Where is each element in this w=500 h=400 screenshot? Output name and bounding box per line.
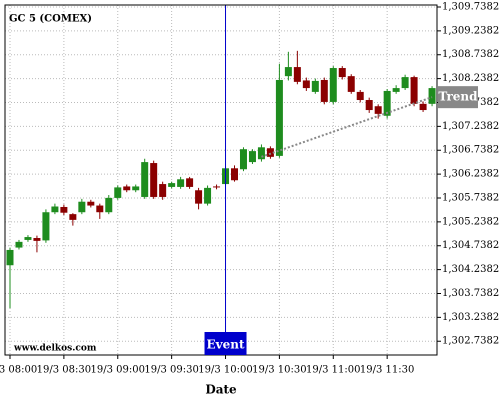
- x-tick-label: 19/3 11:30: [360, 365, 414, 376]
- y-tick-label: 1,306.2382: [442, 169, 499, 180]
- y-tick-label: 1,306.7382: [442, 145, 499, 156]
- candle-body: [248, 151, 256, 163]
- watermark: www.delkos.com: [13, 344, 97, 354]
- x-tick-label: 19/3 09:00: [91, 365, 145, 376]
- candle-body: [15, 241, 23, 248]
- candle-body: [311, 80, 319, 92]
- candle-body: [141, 162, 149, 197]
- candle-body: [114, 187, 122, 198]
- x-tick-label: 19/3 09:30: [144, 365, 198, 376]
- y-tick-label: 1,309.7382: [442, 1, 499, 12]
- event-label: Event: [207, 338, 245, 352]
- plot: [6, 5, 436, 355]
- y-tick-label: 1,305.7382: [442, 192, 499, 203]
- candle-body: [96, 205, 104, 213]
- candle-body: [168, 183, 176, 187]
- y-tick-label: 1,303.7382: [442, 288, 499, 299]
- candle-body: [213, 186, 221, 188]
- x-tick-label: 19/3 08:30: [37, 365, 91, 376]
- candle-body: [60, 206, 68, 213]
- y-tick-label: 1,303.2382: [442, 312, 499, 323]
- candle-body: [428, 88, 436, 104]
- candle-body: [150, 163, 158, 197]
- candle-body: [284, 67, 292, 77]
- candle-body: [374, 106, 382, 114]
- candle-body: [338, 68, 346, 78]
- trend-label-box: [438, 86, 478, 109]
- candle-body: [293, 67, 301, 82]
- candle-body: [132, 186, 140, 191]
- candle-body: [329, 68, 337, 102]
- y-tick-label: 1,308.2382: [442, 73, 499, 84]
- candle-body: [195, 190, 203, 204]
- candle-body: [365, 100, 373, 111]
- candle-body: [42, 212, 50, 241]
- y-tick-label: 1,304.2382: [442, 264, 499, 275]
- x-axis-title: Date: [205, 383, 237, 397]
- candle-body: [266, 148, 274, 157]
- candle-body: [356, 91, 364, 101]
- x-tick-label: 19/3 10:00: [198, 365, 252, 376]
- candle-body: [392, 88, 400, 92]
- y-tick-label: 1,304.7382: [442, 240, 499, 251]
- candle-body: [123, 186, 131, 191]
- candle-body: [6, 249, 14, 266]
- candle-body: [204, 187, 212, 204]
- candle-body: [186, 178, 194, 187]
- x-tick-label: 19/3 11:00: [306, 365, 360, 376]
- candle-body: [159, 184, 167, 197]
- y-tick-label: 1,307.2382: [442, 121, 499, 132]
- candle-body: [401, 77, 409, 89]
- candle-body: [33, 238, 41, 241]
- candle-body: [177, 179, 185, 187]
- candle-body: [302, 80, 310, 89]
- candle-body: [51, 206, 59, 213]
- candle-body: [347, 76, 355, 92]
- candle-body: [24, 237, 32, 240]
- event-label-box: [204, 332, 247, 355]
- chart-title: GC 5 (COMEX): [9, 14, 92, 25]
- candle-body: [320, 79, 328, 102]
- candle-body: [231, 168, 238, 181]
- candle-body: [239, 149, 247, 170]
- candle-body: [275, 79, 283, 156]
- y-tick-label: 1,308.7382: [442, 49, 499, 60]
- candle-body: [87, 201, 95, 206]
- candle-body: [257, 147, 265, 160]
- x-tick-label: 19/3 10:30: [252, 365, 306, 376]
- y-tick-label: 1,302.7382: [442, 336, 499, 347]
- candle-body: [78, 201, 86, 213]
- grid: [5, 5, 437, 355]
- candle-body: [383, 90, 391, 116]
- candle-body: [105, 197, 113, 213]
- y-tick-label: 1,305.2382: [442, 216, 499, 227]
- candle-body: [69, 214, 77, 220]
- trend-label: Trend: [438, 90, 478, 104]
- candle-body: [419, 103, 427, 111]
- y-tick-label: 1,309.2382: [442, 25, 499, 36]
- candle-body: [410, 77, 418, 104]
- x-tick-label: 19/3 08:00: [0, 365, 37, 376]
